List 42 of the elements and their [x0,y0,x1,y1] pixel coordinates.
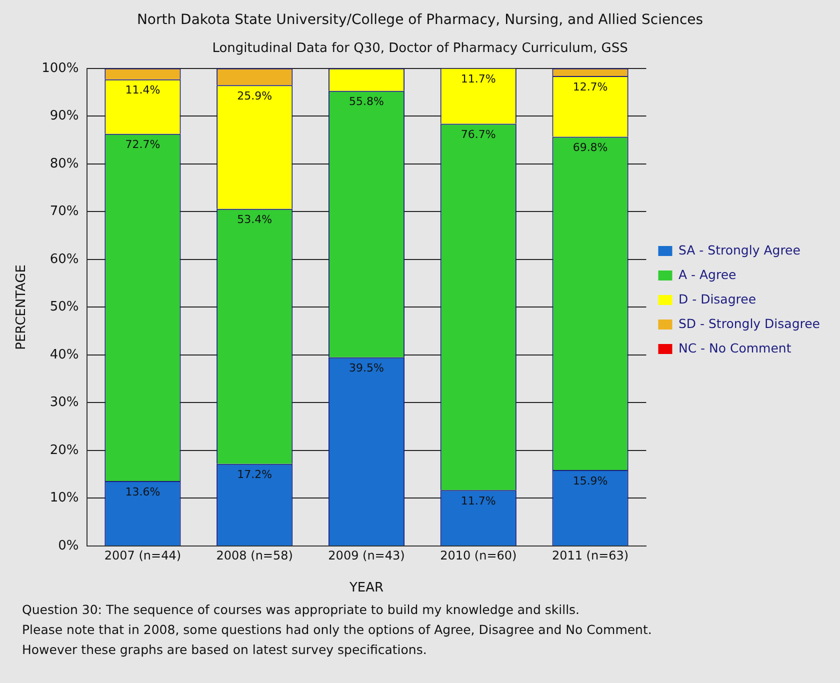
data-label: 76.7% [460,128,496,142]
text: Please note that in 2008, some questions had only the options of Agree, Disagree and No Comment. [22,621,652,639]
y-axis-title: PERCENTAGE [14,264,30,350]
data-label: 25.9% [237,89,272,102]
y-tick-label: 10% [50,490,79,506]
y-tick-label: 40% [50,347,79,362]
x-tick-label: 2008 (n=58) [216,548,293,562]
y-tick-label: 30% [50,395,79,410]
x-tick-label: 2011 (n=63) [552,548,629,562]
y-tick-label: 50% [50,300,79,315]
text: However these graphs are based on latest survey specifications. [22,641,428,659]
x-tick-label: 2010 (n=60) [440,548,517,562]
data-label: 53.4% [237,213,272,226]
y-tick-label: 90% [50,108,79,124]
data-label: 39.5% [349,362,384,375]
y-tick-label: 100% [42,60,79,76]
y-tick-label: 70% [50,204,79,220]
data-label: 55.8% [349,95,384,108]
data-label: 69.8% [572,141,608,154]
chart-title: North Dakota State University/College of Pharmacy, Nursing, and Allied Sciences [136,12,704,28]
legend-label: NC - No Comment [678,340,792,356]
y-tick-label: 80% [50,156,79,172]
data-label: 13.6% [125,485,160,498]
legend-label: SD - Strongly Disagree [678,316,820,331]
y-tick-label: 20% [50,442,79,458]
data-label: 11.7% [460,72,496,86]
data-label: 17.2% [237,468,272,482]
y-tick-label: 0% [58,538,79,554]
x-tick-label: 2009 (n=43) [328,548,405,562]
data-label: 72.7% [125,138,160,152]
x-axis-title: YEAR [348,580,384,596]
data-label: 11.4% [125,84,160,97]
legend-label: SA - Strongly Agree [678,242,801,258]
chart-subtitle: Longitudinal Data for Q30, Doctor of Pharmacy Curriculum, GSS [212,40,628,56]
text: Question 30: The sequence of courses was appropriate to build my knowledge and skills. [22,601,581,619]
data-label: 11.7% [460,494,496,508]
data-label: 15.9% [572,474,608,488]
data-label: 12.7% [572,80,608,94]
y-tick-label: 60% [50,252,79,267]
legend-label: D - Disagree [678,291,756,306]
x-tick-label: 2007 (n=44) [104,548,182,562]
legend-label: A - Agree [678,266,737,282]
